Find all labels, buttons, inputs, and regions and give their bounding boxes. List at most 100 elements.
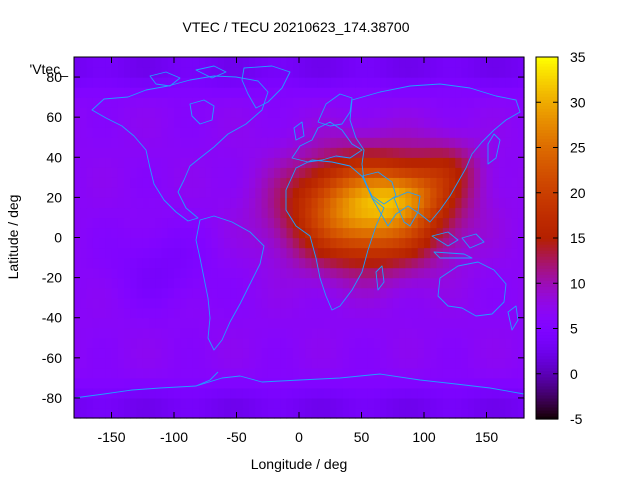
colorbar-cell — [536, 355, 558, 360]
heatmap-cell — [511, 207, 519, 219]
heatmap-cell — [155, 117, 163, 128]
heatmap-cell — [330, 327, 338, 339]
heatmap-cell — [405, 87, 413, 98]
heatmap-cell — [74, 97, 81, 108]
colorbar-cell — [536, 388, 558, 393]
colorbar-cell — [536, 138, 558, 143]
heatmap-cell — [111, 107, 119, 118]
heatmap-cell — [255, 397, 263, 409]
colorbar-cell — [536, 66, 558, 70]
heatmap-cell — [192, 87, 200, 98]
colorbar-cell — [536, 105, 558, 109]
heatmap-cell — [124, 267, 131, 279]
heatmap-cell — [442, 137, 450, 148]
heatmap-cell — [192, 387, 200, 399]
heatmap-cell — [261, 237, 269, 249]
colorbar-tick-label: 30 — [570, 94, 586, 110]
heatmap-cell — [324, 57, 331, 68]
heatmap-cell — [405, 197, 413, 209]
heatmap-cell — [136, 117, 144, 128]
heatmap-cell — [461, 187, 469, 198]
heatmap-cell — [361, 267, 369, 279]
heatmap-cell — [186, 267, 194, 279]
heatmap-cell — [449, 67, 456, 78]
heatmap-cell — [367, 167, 375, 178]
heatmap-cell — [211, 317, 219, 329]
x-tick-label: -50 — [226, 429, 246, 445]
heatmap-cell — [511, 107, 519, 118]
heatmap-cell — [424, 117, 431, 128]
heatmap-cell — [392, 67, 400, 78]
heatmap-cell — [474, 167, 481, 178]
heatmap-cell — [142, 117, 150, 128]
heatmap-cell — [249, 107, 256, 118]
colorbar-cell — [536, 219, 558, 224]
heatmap-cell — [192, 307, 200, 319]
heatmap-cell — [380, 237, 388, 249]
heatmap-cell — [217, 107, 225, 118]
heatmap-cell — [236, 217, 244, 229]
heatmap-cell — [411, 327, 419, 339]
colorbar-cell — [536, 126, 558, 130]
heatmap-cell — [161, 87, 169, 98]
heatmap-cell — [236, 317, 244, 329]
heatmap-cell — [492, 377, 500, 389]
heatmap-cell — [236, 347, 244, 359]
heatmap-cell — [299, 177, 306, 188]
heatmap-cell — [292, 97, 300, 108]
heatmap-cell — [374, 247, 381, 259]
heatmap-cell — [499, 347, 506, 359]
heatmap-cell — [267, 327, 275, 339]
heatmap-cell — [167, 407, 175, 419]
heatmap-cell — [249, 217, 256, 229]
heatmap-cell — [299, 187, 306, 198]
heatmap-cell — [236, 127, 244, 138]
heatmap-cell — [80, 227, 88, 239]
heatmap-cell — [274, 157, 281, 168]
heatmap-cell — [324, 227, 331, 239]
heatmap-cell — [286, 407, 294, 419]
heatmap-cell — [161, 127, 169, 138]
heatmap-cell — [480, 287, 488, 299]
heatmap-cell — [274, 407, 281, 419]
heatmap-cell — [474, 137, 481, 148]
heatmap-cell — [174, 57, 181, 68]
heatmap-cell — [267, 307, 275, 319]
heatmap-cell — [205, 347, 213, 359]
heatmap-cell — [492, 317, 500, 329]
heatmap-cell — [380, 397, 388, 409]
colorbar-cell — [536, 385, 558, 390]
heatmap-cell — [486, 237, 494, 249]
heatmap-cell — [386, 267, 394, 279]
heatmap-cell — [324, 237, 331, 249]
heatmap-cell — [117, 187, 125, 198]
colorbar-cell — [536, 90, 558, 94]
heatmap-cell — [92, 157, 100, 168]
heatmap-cell — [80, 77, 88, 88]
heatmap-cell — [417, 277, 425, 289]
heatmap-cell — [80, 387, 88, 399]
heatmap-cell — [124, 187, 131, 198]
heatmap-cell — [105, 277, 113, 289]
heatmap-cell — [211, 237, 219, 249]
heatmap-cell — [324, 387, 331, 399]
heatmap-cell — [124, 147, 131, 158]
heatmap-cell — [511, 297, 519, 309]
heatmap-cell — [274, 97, 281, 108]
heatmap-cell — [161, 317, 169, 329]
heatmap-cell — [480, 127, 488, 138]
heatmap-cell — [511, 187, 519, 198]
heatmap-cell — [449, 167, 456, 178]
heatmap-cell — [486, 97, 494, 108]
heatmap-cell — [405, 327, 413, 339]
heatmap-cell — [286, 347, 294, 359]
heatmap-cell — [180, 317, 188, 329]
heatmap-cell — [405, 277, 413, 289]
heatmap-cell — [80, 337, 88, 349]
heatmap-cell — [374, 227, 381, 239]
heatmap-cell — [192, 167, 200, 178]
heatmap-cell — [186, 237, 194, 249]
heatmap-cell — [517, 97, 525, 108]
heatmap-cell — [86, 77, 94, 88]
heatmap-cell — [499, 247, 506, 259]
